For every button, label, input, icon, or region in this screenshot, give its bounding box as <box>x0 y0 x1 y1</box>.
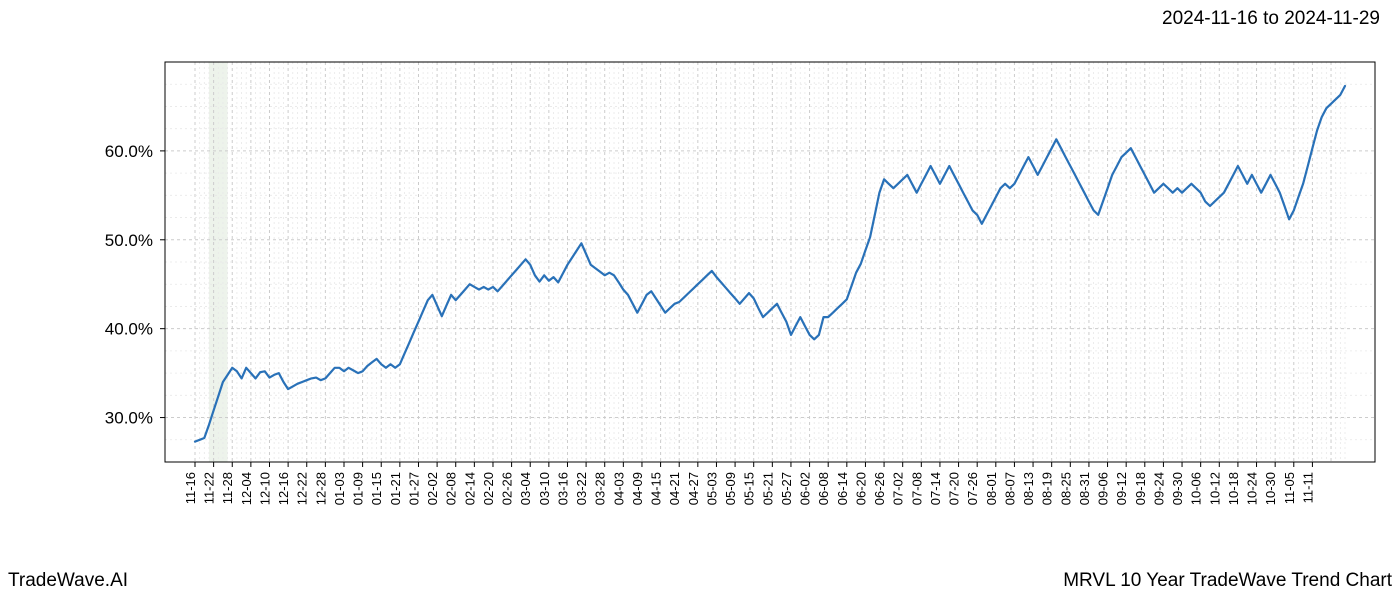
xtick-label: 02-02 <box>425 472 440 505</box>
xtick-label: 01-15 <box>369 472 384 505</box>
xtick-label: 11-22 <box>202 472 217 504</box>
xtick-label: 08-25 <box>1058 472 1073 505</box>
xtick-label: 09-06 <box>1096 472 1111 505</box>
xtick-label: 05-03 <box>704 472 719 505</box>
xtick-label: 10-24 <box>1245 472 1260 505</box>
xtick-label: 10-18 <box>1226 472 1241 505</box>
xtick-label: 09-18 <box>1133 472 1148 505</box>
xtick-label: 09-12 <box>1114 472 1129 505</box>
xtick-label: 07-14 <box>928 472 943 505</box>
xtick-label: 12-10 <box>257 472 272 505</box>
xtick-label: 07-20 <box>947 472 962 505</box>
xtick-label: 06-14 <box>835 472 850 505</box>
xtick-label: 04-15 <box>649 472 664 505</box>
xtick-label: 02-14 <box>462 472 477 505</box>
xtick-label: 06-02 <box>798 472 813 505</box>
brand-label: TradeWave.AI <box>8 570 128 592</box>
xtick-label: 03-28 <box>593 472 608 505</box>
xtick-label: 03-16 <box>555 472 570 505</box>
xtick-label: 07-26 <box>965 472 980 505</box>
xtick-label: 08-13 <box>1021 472 1036 505</box>
xtick-label: 06-08 <box>816 472 831 505</box>
xtick-label: 02-08 <box>444 472 459 505</box>
ytick-label: 40.0% <box>105 320 153 339</box>
xtick-label: 11-28 <box>220 472 235 504</box>
xtick-label: 11-16 <box>183 472 198 504</box>
xtick-label: 12-28 <box>313 472 328 505</box>
xtick-label: 03-04 <box>518 472 533 505</box>
xtick-label: 08-01 <box>984 472 999 505</box>
xtick-label: 02-26 <box>500 472 515 505</box>
xtick-label: 04-03 <box>611 472 626 505</box>
xtick-label: 10-12 <box>1207 472 1222 505</box>
xtick-label: 07-02 <box>891 472 906 505</box>
xtick-label: 01-03 <box>332 472 347 505</box>
xtick-label: 12-16 <box>276 472 291 505</box>
xtick-label: 11-11 <box>1300 472 1315 503</box>
xtick-label: 01-09 <box>351 472 366 505</box>
xtick-label: 05-15 <box>742 472 757 505</box>
xtick-label: 01-27 <box>406 472 421 505</box>
xtick-label: 08-07 <box>1002 472 1017 505</box>
xtick-label: 01-21 <box>388 472 403 505</box>
ytick-label: 50.0% <box>105 231 153 250</box>
xtick-label: 06-20 <box>853 472 868 505</box>
xtick-label: 10-30 <box>1263 472 1278 505</box>
xtick-label: 03-22 <box>574 472 589 505</box>
xtick-label: 04-27 <box>686 472 701 505</box>
trend-chart: 30.0% 40.0% 50.0% 60.0% 11-16 11-2211-28 12-04… <box>0 0 1400 560</box>
xtick-label: 06-26 <box>872 472 887 505</box>
xtick-label: 08-19 <box>1040 472 1055 505</box>
xtick-label: 12-04 <box>239 472 254 505</box>
xtick-label: 08-31 <box>1077 472 1092 505</box>
xtick-label: 05-09 <box>723 472 738 505</box>
xtick-label: 05-27 <box>779 472 794 505</box>
xtick-label: 05-21 <box>760 472 775 505</box>
xtick-label: 07-08 <box>909 472 924 505</box>
xtick-label: 09-24 <box>1151 472 1166 505</box>
xtick-label: 11-05 <box>1282 472 1297 504</box>
xtick-label: 12-22 <box>295 472 310 505</box>
xtick-label: 04-21 <box>667 472 682 505</box>
xtick-label: 03-10 <box>537 472 552 505</box>
xtick-label: 02-20 <box>481 472 496 505</box>
xtick-label: 04-09 <box>630 472 645 505</box>
xtick-label: 09-30 <box>1170 472 1185 505</box>
ytick-label: 30.0% <box>105 409 153 428</box>
ytick-label: 60.0% <box>105 142 153 161</box>
chart-title: MRVL 10 Year TradeWave Trend Chart <box>1063 570 1392 592</box>
xtick-label: 10-06 <box>1189 472 1204 505</box>
chart-container: 2024-11-16 to 2024-11-29 30.0%40.0%50.0%… <box>0 0 1400 600</box>
